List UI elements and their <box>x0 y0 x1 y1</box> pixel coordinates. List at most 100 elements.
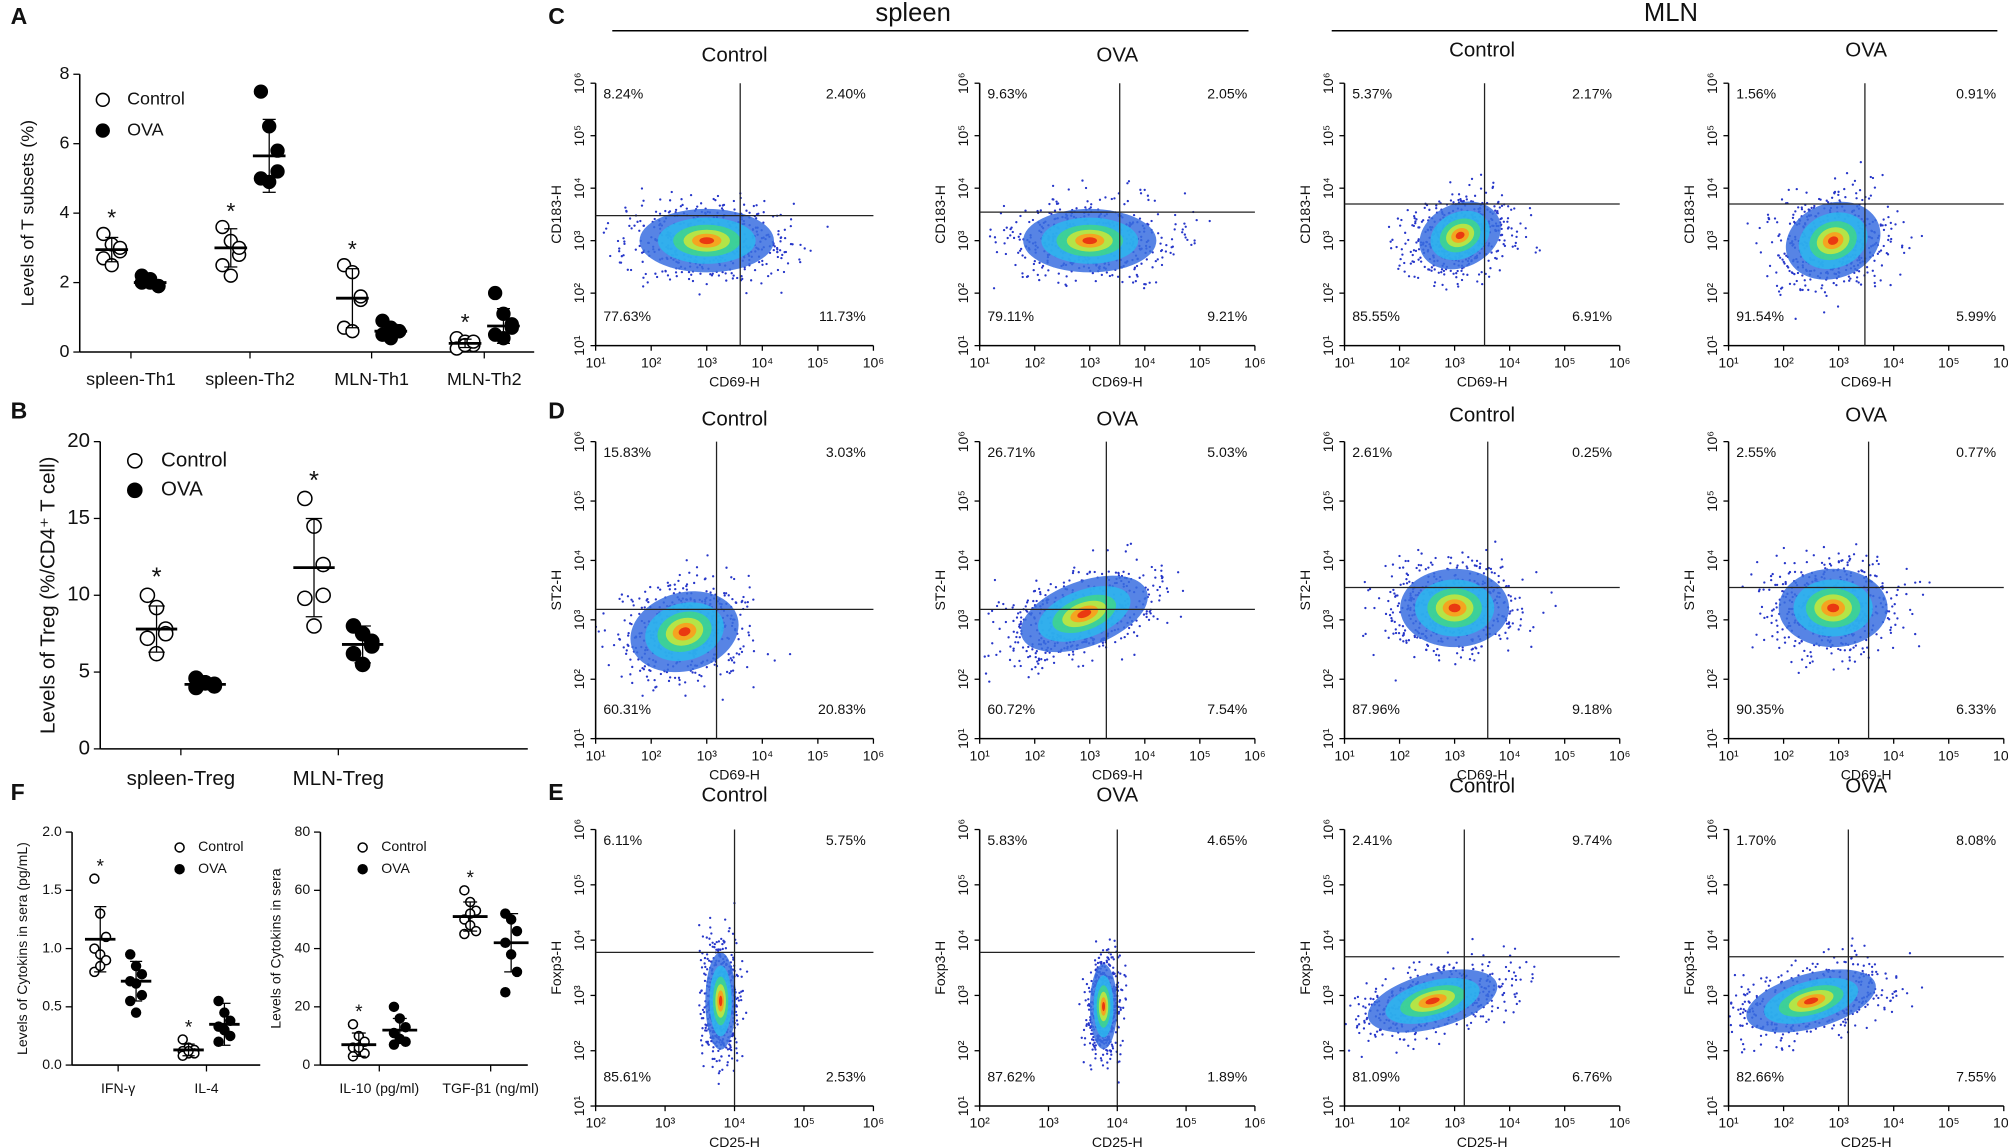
event <box>1465 565 1468 568</box>
y-tick-label: 8 <box>60 63 70 83</box>
event <box>723 592 726 595</box>
plot-title: Control <box>1449 39 1515 62</box>
event <box>1881 224 1884 227</box>
event <box>1098 198 1102 201</box>
event <box>1362 634 1365 638</box>
event <box>1853 660 1857 663</box>
y-tick-label: 10³ <box>955 609 971 630</box>
event <box>1440 271 1443 274</box>
event <box>1027 676 1030 679</box>
event <box>1843 649 1846 652</box>
event <box>1809 650 1812 654</box>
event <box>1190 243 1193 247</box>
event <box>642 199 645 202</box>
y-tick-label: 10⁴ <box>955 550 971 572</box>
event <box>1889 240 1892 243</box>
y-tick-label: 10³ <box>571 609 587 630</box>
event <box>735 652 738 655</box>
event <box>597 630 600 633</box>
event <box>654 598 658 601</box>
event <box>1176 571 1180 574</box>
event <box>1037 662 1040 665</box>
event <box>772 248 775 252</box>
event <box>1807 288 1810 292</box>
event <box>1143 188 1146 192</box>
event <box>1142 287 1146 290</box>
event <box>1470 559 1474 562</box>
event <box>780 256 783 260</box>
event <box>1126 632 1129 636</box>
y-axis-label: Levels of Cytokins in sera (pg/mL) <box>14 842 30 1055</box>
event <box>1030 668 1034 671</box>
event <box>1418 569 1421 572</box>
event <box>1838 199 1841 202</box>
event <box>1797 206 1800 209</box>
event <box>1408 580 1411 583</box>
event <box>1759 251 1763 254</box>
event <box>1158 594 1162 597</box>
y-tick-label: 20 <box>67 429 90 452</box>
density <box>581 554 792 701</box>
event <box>1086 572 1089 576</box>
event <box>1455 276 1458 279</box>
event <box>1398 624 1401 627</box>
event <box>1837 647 1840 651</box>
quadrant-label: 87.96% <box>1352 701 1400 717</box>
event <box>1144 283 1147 286</box>
event <box>1837 560 1840 563</box>
event <box>740 650 744 654</box>
x-tick-label: 10⁴ <box>1134 747 1156 763</box>
event <box>1110 197 1113 201</box>
event <box>581 642 583 644</box>
event <box>1538 249 1541 252</box>
event <box>1159 242 1162 245</box>
event <box>1755 242 1758 245</box>
event <box>741 959 744 963</box>
event <box>1459 197 1462 201</box>
y-tick-label: 0 <box>302 1056 310 1072</box>
event <box>761 259 764 263</box>
event <box>1179 615 1183 618</box>
event <box>1776 221 1779 224</box>
event <box>1793 570 1797 574</box>
event <box>1422 219 1425 222</box>
x-tick-label: 10⁶ <box>1244 354 1265 370</box>
event <box>1053 209 1057 212</box>
event <box>1394 679 1397 682</box>
y-tick-label: 80 <box>294 823 310 839</box>
event <box>789 218 793 221</box>
event <box>1487 259 1490 262</box>
event <box>1498 239 1501 242</box>
event <box>1045 658 1049 661</box>
event <box>710 274 714 277</box>
event <box>1414 211 1418 214</box>
event <box>792 202 795 205</box>
event <box>1781 258 1784 261</box>
event <box>1086 200 1089 203</box>
event <box>1044 651 1047 654</box>
event <box>1778 256 1782 259</box>
event <box>1394 628 1397 631</box>
event <box>1766 213 1770 216</box>
event <box>1403 629 1407 632</box>
event <box>752 650 756 653</box>
event <box>1542 611 1545 614</box>
event <box>674 208 678 212</box>
event <box>618 250 621 253</box>
event <box>1476 280 1479 283</box>
x-tick-label: 10³ <box>1828 747 1849 763</box>
event <box>746 605 749 608</box>
panel-letter: A <box>11 3 28 29</box>
event <box>1786 265 1789 268</box>
event <box>622 237 625 240</box>
event <box>1857 281 1860 284</box>
event <box>1767 217 1771 221</box>
y-axis-label: CD183-H <box>548 185 564 244</box>
event <box>1849 277 1852 280</box>
event <box>1800 208 1804 211</box>
event <box>626 268 629 271</box>
event <box>761 263 764 266</box>
event <box>1457 285 1460 288</box>
event <box>1438 200 1441 203</box>
